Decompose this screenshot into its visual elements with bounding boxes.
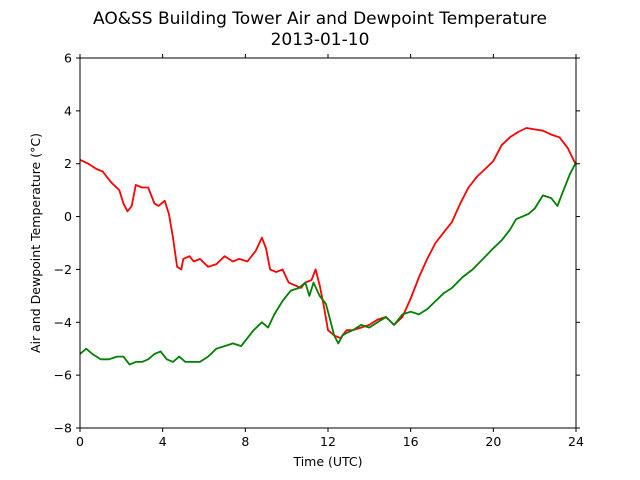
x-tick-label: 16	[403, 434, 419, 449]
x-axis: 0 4 8 12 16 20 24	[76, 54, 584, 449]
y-tick-label: −4	[54, 315, 72, 330]
y-tick-label: 0	[64, 209, 72, 224]
y-tick-label: 4	[64, 103, 72, 118]
y-tick-label: 2	[64, 156, 72, 171]
chart-title: AO&SS Building Tower Air and Dewpoint Te…	[93, 9, 547, 29]
x-tick-label: 24	[568, 434, 584, 449]
x-tick-label: 20	[485, 434, 501, 449]
x-tick-label: 4	[159, 434, 167, 449]
series-line-1	[79, 127, 577, 340]
plot-frame	[79, 57, 577, 429]
y-axis: −8 −6 −4 −2 0 2 4 6	[54, 51, 580, 436]
series-layer	[79, 127, 577, 366]
y-tick-label: −2	[54, 262, 72, 277]
series-line-2	[79, 161, 577, 366]
y-axis-label: Air and Dewpoint Temperature (°C)	[28, 133, 43, 353]
x-axis-label: Time (UTC)	[292, 454, 362, 469]
chart-subtitle: 2013-01-10	[271, 30, 370, 50]
y-tick-label: −6	[54, 368, 72, 383]
y-tick-label: 6	[64, 51, 72, 66]
x-tick-label: 8	[241, 434, 249, 449]
x-tick-label: 0	[76, 434, 84, 449]
x-tick-label: 12	[320, 434, 336, 449]
y-tick-label: −8	[54, 421, 72, 436]
